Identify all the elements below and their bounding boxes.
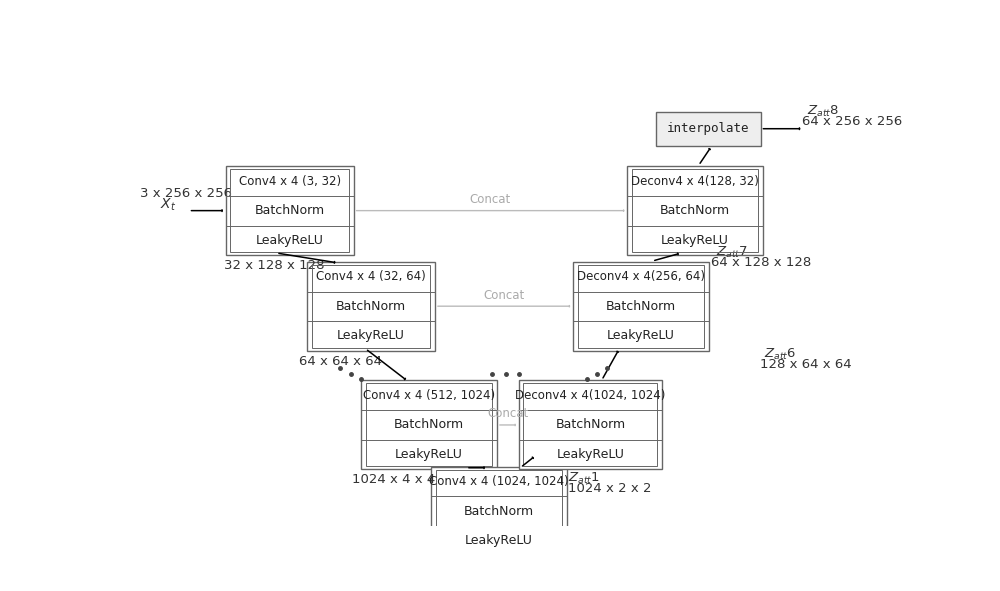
Text: interpolate: interpolate [667,122,749,135]
Text: LeakyReLU: LeakyReLU [465,534,533,547]
Text: Conv4 x 4 (3, 32): Conv4 x 4 (3, 32) [239,175,341,188]
Text: Deconv4 x 4(256, 64): Deconv4 x 4(256, 64) [577,270,705,283]
Bar [226,167,354,255]
Text: BatchNorm: BatchNorm [255,204,325,217]
Text: Conv4 x 4 (1024, 1024): Conv4 x 4 (1024, 1024) [429,475,569,488]
Text: LeakyReLU: LeakyReLU [395,448,463,461]
Text: BatchNorm: BatchNorm [660,204,730,217]
Text: Conv4 x 4 (32, 64): Conv4 x 4 (32, 64) [316,270,426,283]
Text: $Z_{att}$7: $Z_{att}$7 [716,245,748,261]
Text: 3 x 256 x 256: 3 x 256 x 256 [140,187,232,200]
Text: Concat: Concat [469,193,511,206]
Bar [573,262,709,351]
Text: Concat: Concat [483,288,525,301]
Text: Conv4 x 4 (512, 1024): Conv4 x 4 (512, 1024) [363,389,495,402]
Text: 64 x 64 x 64: 64 x 64 x 64 [299,355,382,368]
Bar [656,112,761,146]
Text: $X_t$: $X_t$ [160,197,176,213]
Text: 64 x 256 x 256: 64 x 256 x 256 [802,115,902,128]
Text: LeakyReLU: LeakyReLU [661,234,729,247]
Text: $Z_{att}$8: $Z_{att}$8 [807,105,839,119]
Bar [578,265,704,348]
Text: LeakyReLU: LeakyReLU [337,330,405,343]
Text: $Z_{att}$1: $Z_{att}$1 [568,470,600,486]
Bar [366,383,492,466]
Bar [307,262,435,351]
Text: LeakyReLU: LeakyReLU [256,234,324,247]
Bar [312,265,430,348]
Text: 1024 x 4 x 4: 1024 x 4 x 4 [352,473,435,486]
Text: 64 x 128 x 128: 64 x 128 x 128 [711,256,811,269]
Bar [361,381,497,469]
Bar [519,381,662,469]
Text: Deconv4 x 4(1024, 1024): Deconv4 x 4(1024, 1024) [515,389,666,402]
Bar [436,470,562,553]
Bar [230,169,349,252]
Text: Deconv4 x 4(128, 32): Deconv4 x 4(128, 32) [631,175,759,188]
Text: Concat: Concat [487,407,528,420]
Text: BatchNorm: BatchNorm [336,300,406,313]
Text: 32 x 128 x 128: 32 x 128 x 128 [224,259,325,272]
Text: 1024 x 2 x 2: 1024 x 2 x 2 [568,482,652,495]
Text: $Z_{att}$6: $Z_{att}$6 [764,346,797,362]
Text: BatchNorm: BatchNorm [394,418,464,431]
Text: BatchNorm: BatchNorm [555,418,625,431]
Bar [431,467,567,556]
Text: LeakyReLU: LeakyReLU [607,330,675,343]
Text: BatchNorm: BatchNorm [464,505,534,518]
Text: 128 x 64 x 64: 128 x 64 x 64 [761,358,852,371]
Text: BatchNorm: BatchNorm [606,300,676,313]
Bar [523,383,657,466]
Bar [632,169,758,252]
Bar [627,167,763,255]
Text: LeakyReLU: LeakyReLU [556,448,624,461]
